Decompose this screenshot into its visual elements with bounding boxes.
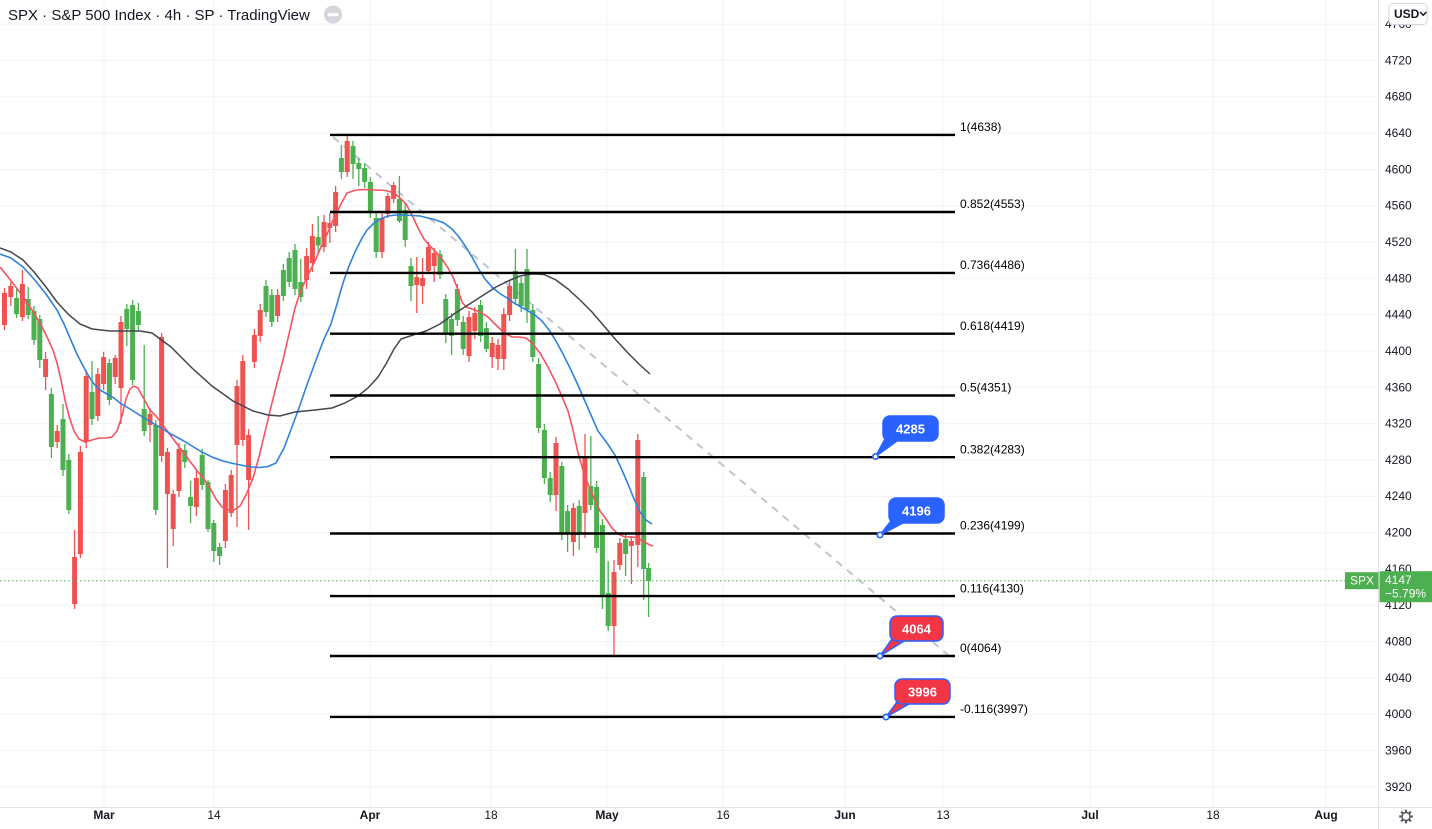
svg-text:4520: 4520 <box>1385 235 1412 249</box>
svg-text:Aug: Aug <box>1314 808 1337 822</box>
svg-text:0.382(4283): 0.382(4283) <box>960 442 1025 456</box>
svg-text:SPX · S&P 500 Index · 4h · SP: SPX · S&P 500 Index · 4h · SP · TradingV… <box>8 7 310 24</box>
svg-text:-0.116(3997): -0.116(3997) <box>960 702 1028 716</box>
svg-text:0.236(4199): 0.236(4199) <box>960 519 1025 533</box>
svg-text:Apr: Apr <box>360 808 381 822</box>
svg-text:4440: 4440 <box>1385 308 1412 322</box>
svg-text:SPX: SPX <box>1350 574 1374 588</box>
svg-text:Jul: Jul <box>1081 808 1098 822</box>
svg-text:0.852(4553): 0.852(4553) <box>960 197 1025 211</box>
svg-text:4285: 4285 <box>896 422 925 437</box>
svg-text:1(4638): 1(4638) <box>960 120 1001 134</box>
svg-text:4280: 4280 <box>1385 453 1412 467</box>
svg-text:13: 13 <box>936 808 950 822</box>
svg-text:3960: 3960 <box>1385 744 1412 758</box>
svg-text:4196: 4196 <box>902 504 931 519</box>
svg-text:4040: 4040 <box>1385 671 1412 685</box>
svg-text:4600: 4600 <box>1385 162 1412 176</box>
svg-text:4064: 4064 <box>902 622 932 637</box>
svg-text:0.5(4351): 0.5(4351) <box>960 381 1011 395</box>
svg-text:4147: 4147 <box>1385 573 1412 587</box>
svg-text:14: 14 <box>207 808 221 822</box>
svg-text:4320: 4320 <box>1385 417 1412 431</box>
svg-text:4400: 4400 <box>1385 344 1412 358</box>
svg-text:USD: USD <box>1394 7 1420 21</box>
svg-text:0.736(4486): 0.736(4486) <box>960 258 1025 272</box>
svg-text:Mar: Mar <box>93 808 115 822</box>
svg-text:0(4064): 0(4064) <box>960 641 1001 655</box>
svg-text:0.116(4130): 0.116(4130) <box>960 581 1024 595</box>
svg-text:May: May <box>595 808 619 822</box>
svg-text:16: 16 <box>716 808 730 822</box>
svg-text:4080: 4080 <box>1385 635 1412 649</box>
svg-text:4360: 4360 <box>1385 380 1412 394</box>
svg-text:4000: 4000 <box>1385 707 1412 721</box>
svg-text:4720: 4720 <box>1385 53 1412 67</box>
svg-text:4560: 4560 <box>1385 199 1412 213</box>
svg-text:4640: 4640 <box>1385 126 1412 140</box>
svg-text:−5.79%: −5.79% <box>1385 587 1426 601</box>
svg-text:4480: 4480 <box>1385 271 1412 285</box>
svg-text:Jun: Jun <box>834 808 855 822</box>
svg-text:18: 18 <box>1206 808 1220 822</box>
svg-text:18: 18 <box>484 808 498 822</box>
svg-text:4240: 4240 <box>1385 489 1412 503</box>
svg-text:4200: 4200 <box>1385 526 1412 540</box>
svg-text:3996: 3996 <box>908 685 937 700</box>
svg-text:4680: 4680 <box>1385 90 1412 104</box>
svg-text:3920: 3920 <box>1385 780 1412 794</box>
svg-text:0.618(4419): 0.618(4419) <box>960 319 1025 333</box>
